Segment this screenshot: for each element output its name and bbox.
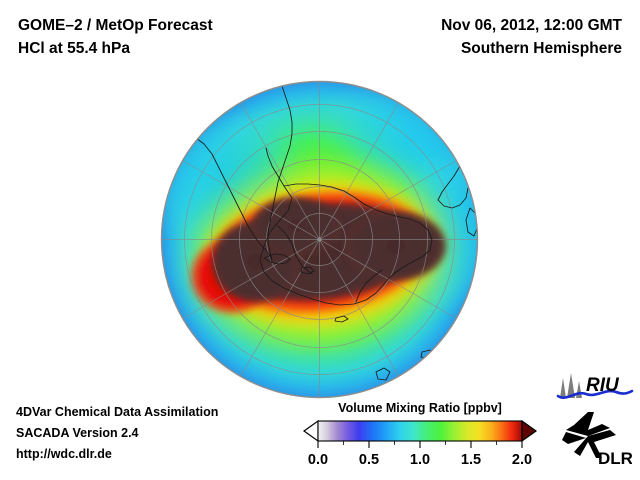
title-species-level: HCl at 55.4 hPa	[18, 40, 130, 57]
footer-left: 4DVar Chemical Data Assimilation SACADA …	[16, 402, 218, 465]
colorbar-tick-3: 1.5	[461, 452, 481, 468]
globe-outline	[160, 80, 479, 399]
dlr-mark-icon	[562, 412, 616, 458]
colorbar-over-arrow	[521, 419, 538, 443]
footer-version: SACADA Version 2.4	[16, 426, 139, 440]
dlr-wordmark: DLR	[598, 449, 632, 468]
coast-antarctic-peninsula	[265, 147, 285, 187]
coast-tierra-del-fuego	[263, 253, 291, 265]
orthographic-projection	[160, 80, 479, 399]
graticule	[161, 81, 478, 398]
colorbar-gradient	[317, 420, 523, 442]
coast-antarctica-inner	[277, 225, 313, 275]
coast-antarctica	[259, 183, 433, 306]
dlr-logo: DLR	[562, 412, 632, 468]
south-pole-marker	[317, 237, 322, 242]
colorbar-tick-2: 1.0	[410, 452, 430, 468]
riu-wordmark: RIU	[586, 375, 620, 396]
colorbar: Volume Mixing Ratio [ppbv]	[300, 400, 540, 477]
coast-new-zealand	[375, 367, 391, 381]
title-region: Southern Hemisphere	[460, 40, 622, 57]
title-timestamp: Nov 06, 2012, 12:00 GMT	[441, 17, 622, 34]
colorbar-under-arrow	[302, 419, 319, 443]
colorbar-tick-0: 0.0	[308, 452, 328, 468]
title-instrument: GOME–2 / MetOp Forecast	[18, 17, 213, 34]
coast-ross-ice-shelf	[355, 269, 383, 303]
coast-south-georgia	[334, 315, 349, 323]
field-core-east	[344, 210, 448, 282]
footer-method: 4DVar Chemical Data Assimilation	[16, 405, 219, 419]
coast-africa-south	[437, 187, 469, 209]
colorbar-tick-labels: 0.0 0.5 1.0 1.5 2.0	[308, 452, 532, 468]
meridians	[161, 81, 478, 398]
header-right: Nov 06, 2012, 12:00 GMT Southern Hemisph…	[441, 14, 622, 60]
colorbar-ticks	[317, 441, 523, 448]
header-left: GOME–2 / MetOp Forecast HCl at 55.4 hPa	[18, 14, 213, 60]
coast-falkland-islands	[300, 266, 315, 275]
colorbar-title: Volume Mixing Ratio [ppbv]	[338, 401, 502, 415]
colorbar-tick-1: 0.5	[359, 452, 379, 468]
colorbar-minor-ticks	[343, 441, 497, 445]
riu-wave-icon	[556, 389, 634, 399]
field-layers	[161, 81, 478, 398]
coast-south-america-east	[267, 85, 293, 261]
riu-logo: RIU	[556, 373, 634, 399]
globe-map	[160, 80, 479, 399]
logo-group: RIU DLR	[552, 372, 636, 472]
colorbar-tick-4: 2.0	[512, 452, 532, 468]
coast-south-america-west	[175, 135, 273, 263]
colorbar-scale: 0.0 0.5 1.0 1.5 2.0	[302, 419, 538, 468]
footer-url[interactable]: http://wdc.dlr.de	[16, 447, 112, 461]
